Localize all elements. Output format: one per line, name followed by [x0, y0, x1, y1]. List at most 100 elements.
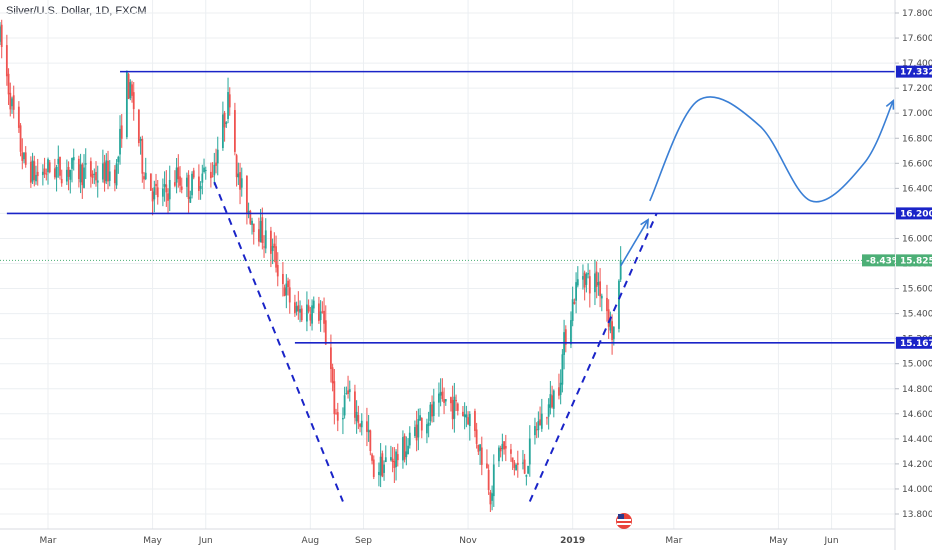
candle-body — [53, 168, 56, 178]
candle-body — [161, 188, 164, 197]
candle-body — [395, 451, 397, 468]
last-price-label: 15.825 — [900, 256, 932, 266]
candle-body — [583, 272, 586, 288]
candle-body — [415, 424, 418, 441]
candle-body — [582, 276, 584, 280]
candle-body — [245, 176, 248, 214]
candle-body — [487, 469, 490, 491]
candle-body — [17, 106, 20, 128]
candle-body — [199, 186, 202, 190]
candle-body — [390, 457, 392, 461]
candle-body — [367, 429, 370, 433]
candle-body — [263, 246, 265, 248]
candle-body — [441, 391, 444, 399]
candle-body — [36, 171, 39, 177]
candle-body — [189, 196, 192, 203]
candle-body — [221, 114, 224, 149]
candle-body — [185, 177, 188, 187]
candle-body — [419, 415, 421, 421]
candle-body — [417, 418, 420, 438]
candle-body — [43, 168, 46, 175]
trend-lines[interactable] — [213, 181, 658, 502]
candle-body — [84, 163, 87, 165]
candle-body — [465, 414, 468, 418]
candle-body — [151, 191, 154, 202]
candle-body — [336, 412, 339, 421]
candle-body — [366, 421, 368, 432]
candle-body — [282, 273, 284, 285]
trend-line[interactable] — [528, 212, 658, 502]
candle-body — [9, 92, 12, 110]
candle-body — [510, 449, 512, 454]
candle-body — [453, 396, 456, 419]
candle-body — [342, 417, 344, 420]
candle-body — [547, 404, 550, 417]
y-tick-label: 14.800 — [902, 385, 932, 395]
candle-body — [300, 308, 303, 321]
candle-body — [252, 223, 255, 233]
candle-body — [249, 210, 252, 224]
candle-body — [468, 413, 471, 427]
candle-body — [192, 170, 195, 178]
candle-body — [552, 390, 555, 409]
candle-body — [299, 309, 301, 313]
candle-body — [330, 347, 332, 369]
candle-body — [287, 280, 289, 288]
candle-body — [165, 184, 168, 193]
candle-body — [209, 171, 212, 179]
projection-arrow[interactable] — [619, 219, 649, 267]
y-tick-label: 17.400 — [902, 59, 932, 69]
candle-body — [391, 458, 394, 463]
candle-body — [309, 314, 312, 321]
candle-body — [69, 169, 72, 180]
candle-body — [203, 167, 205, 173]
candle-body — [0, 24, 3, 47]
candle-body — [11, 98, 13, 107]
candle-body — [558, 387, 560, 396]
candle-body — [561, 354, 564, 385]
candle-body — [540, 413, 543, 429]
candle-body — [609, 317, 612, 331]
candle-body — [261, 217, 264, 243]
candle-body — [612, 326, 615, 340]
change-label: -8.43% — [866, 256, 901, 266]
horizontal-levels[interactable] — [0, 70, 895, 344]
candle-body — [534, 426, 536, 436]
candle-body — [546, 417, 548, 419]
candle-body — [443, 399, 445, 403]
candle-body — [618, 280, 620, 329]
candle-body — [355, 411, 358, 422]
x-tick-label: Jun — [824, 536, 839, 546]
candle-body — [516, 462, 519, 465]
candle-body — [551, 395, 553, 408]
candle-body — [403, 435, 406, 460]
grid — [0, 0, 895, 529]
candle-body — [600, 295, 603, 299]
candle-body — [113, 169, 116, 184]
projection-drawing[interactable] — [619, 96, 895, 267]
candle-body — [264, 230, 267, 249]
candle-body — [480, 447, 483, 465]
candle-body — [372, 459, 375, 477]
x-tick-label: May — [769, 536, 788, 546]
candle-body — [177, 167, 180, 180]
candles — [0, 19, 622, 513]
candle-body — [29, 161, 32, 183]
time-axis[interactable]: Mar May Jun Aug Sep Nov 2019 Mar May Jun — [40, 536, 839, 546]
candle-body — [237, 173, 240, 178]
level-label: 15.167 — [900, 339, 932, 349]
candle-body — [321, 311, 324, 313]
candle-body — [438, 393, 440, 403]
candle-body — [429, 404, 432, 422]
candle-body — [331, 367, 334, 384]
projection-curve[interactable] — [649, 96, 895, 203]
candle-body — [426, 424, 428, 434]
candle-body — [12, 95, 15, 110]
trend-line[interactable] — [213, 181, 344, 502]
candle-body — [312, 300, 315, 309]
y-tick-label: 14.000 — [902, 485, 932, 495]
candle-body — [599, 281, 601, 297]
candle-body — [57, 158, 60, 165]
candle-body — [31, 160, 34, 182]
